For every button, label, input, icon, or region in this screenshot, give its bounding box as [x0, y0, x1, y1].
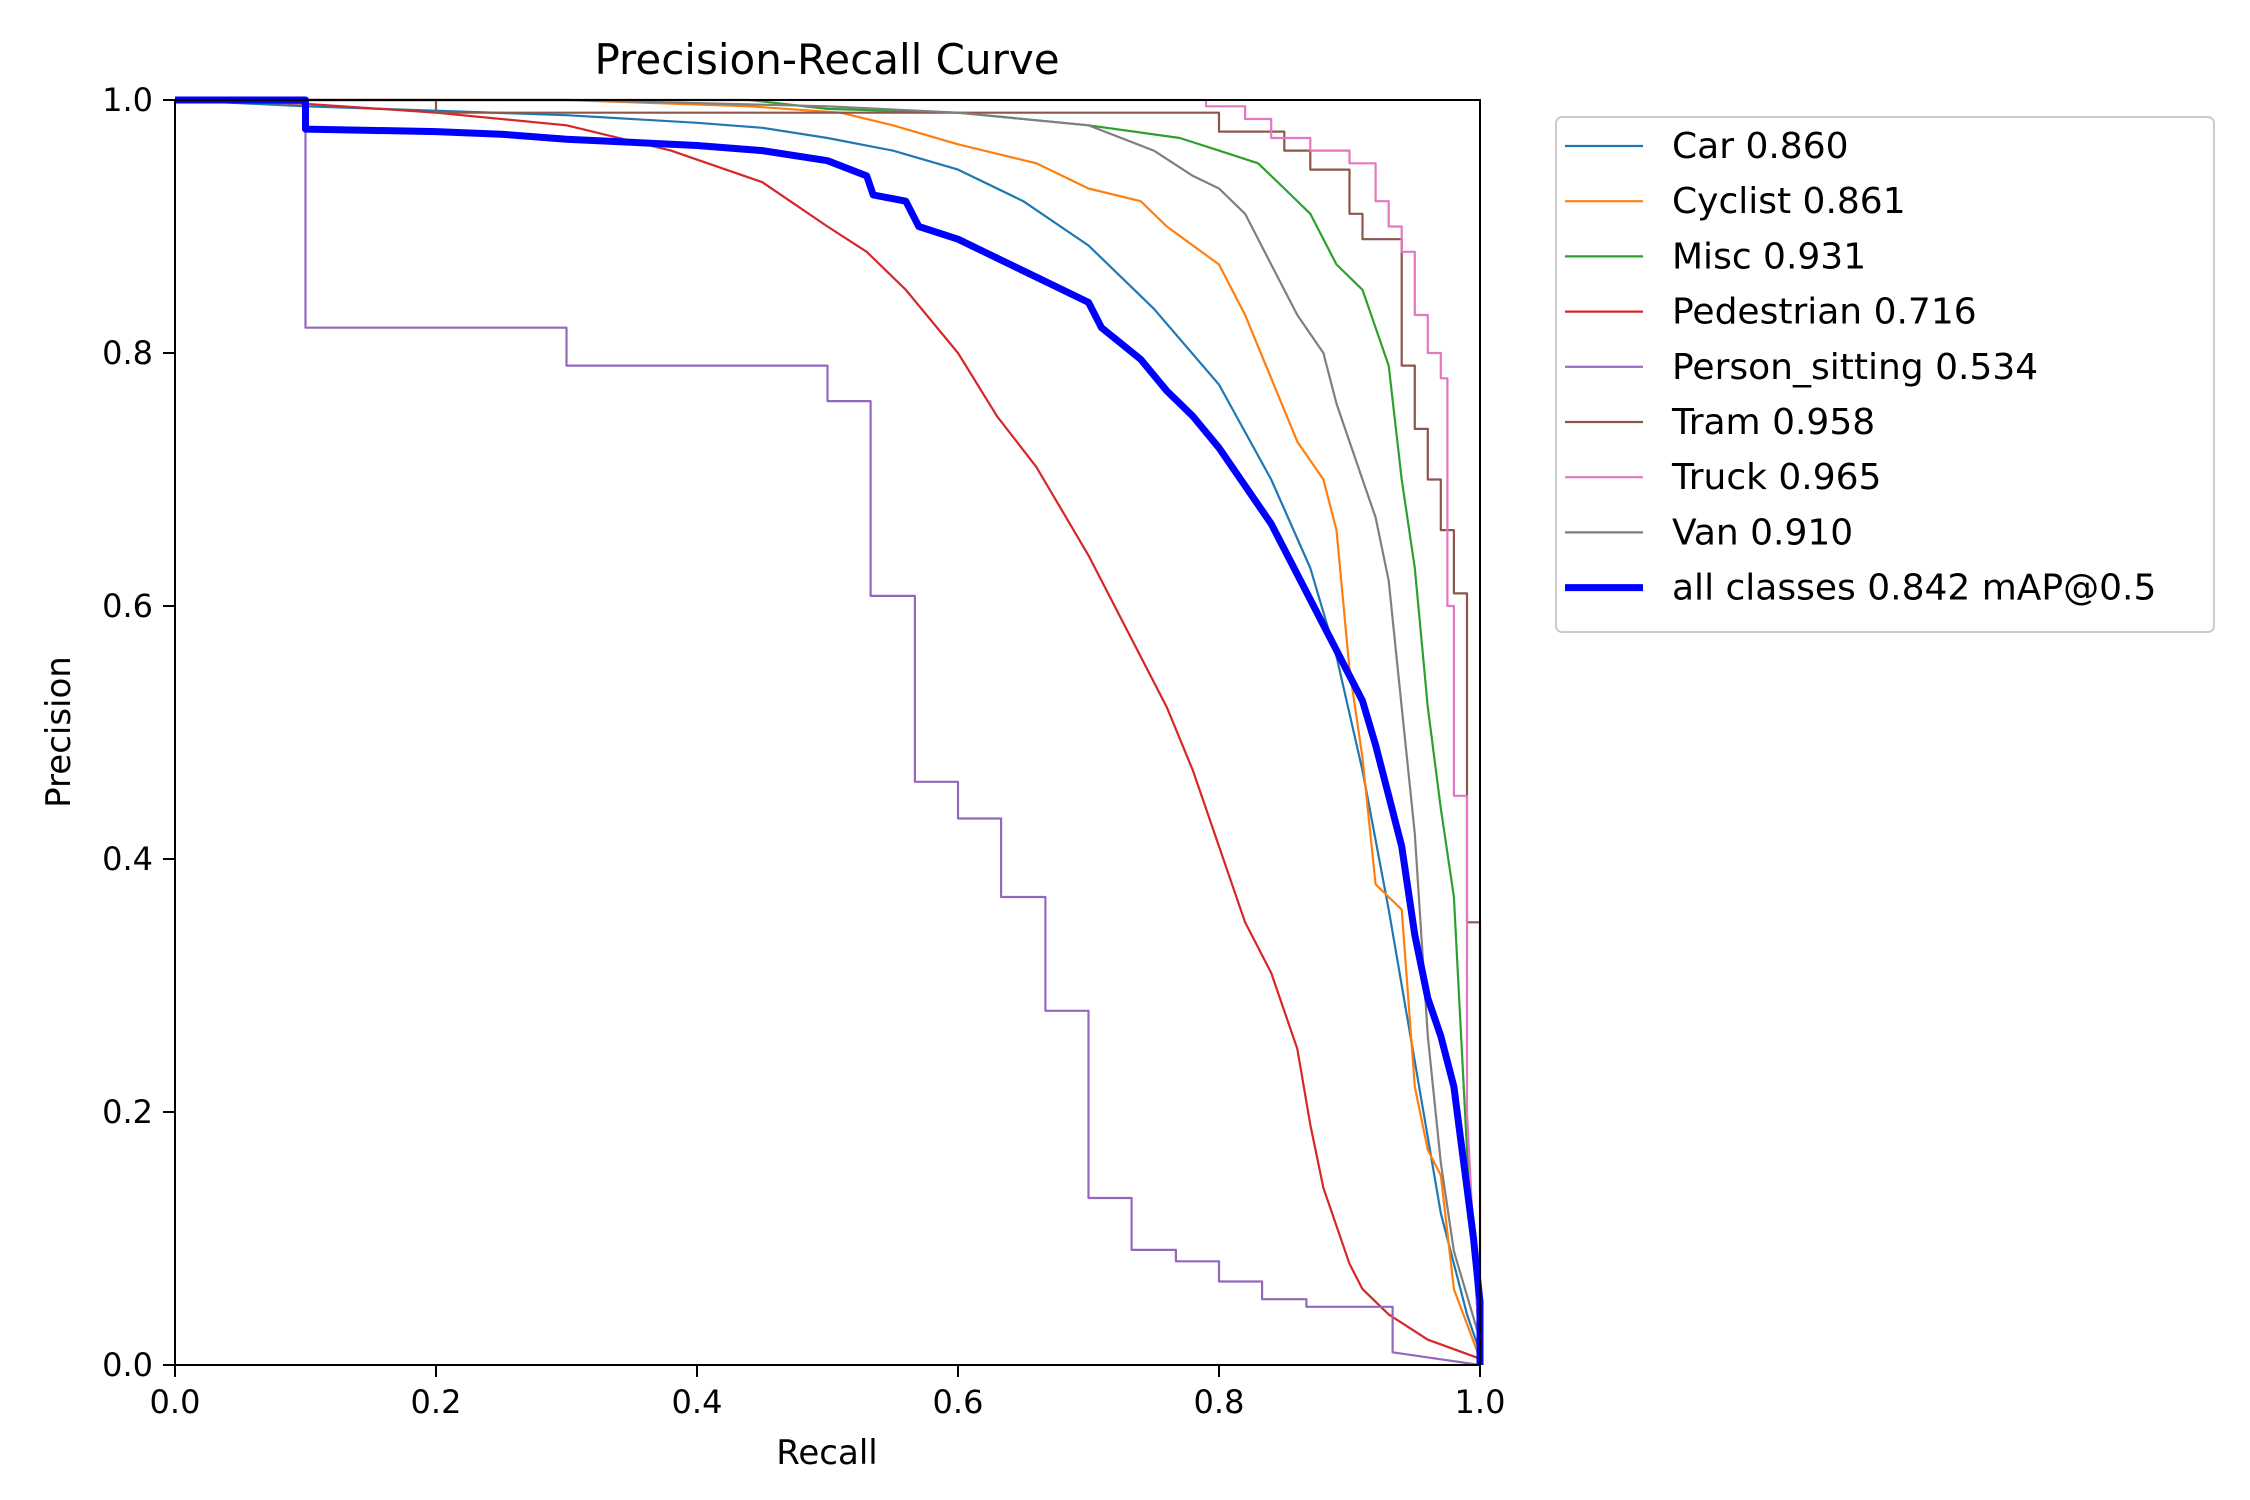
series-line-8	[175, 98, 1482, 1341]
legend-entry-label: Car 0.860	[1672, 126, 1849, 167]
x-tick-label: 0.8	[1194, 1383, 1245, 1421]
legend-entry-label: Misc 0.931	[1672, 236, 1866, 277]
legend-entry-label: all classes 0.842 mAP@0.5	[1672, 568, 2156, 609]
series-line-9	[175, 96, 1484, 1365]
x-tick-label: 0.4	[672, 1383, 723, 1421]
plot-frame	[174, 99, 1481, 1366]
x-tick-label: 0.0	[150, 1383, 201, 1421]
legend-frame	[1555, 116, 2215, 633]
legend-entry-label: Van 0.910	[1672, 512, 1853, 553]
series-line-2	[175, 98, 1482, 1360]
series-line-7	[175, 98, 1482, 1366]
y-tick-label: 1.0	[102, 81, 153, 119]
series-line-4	[174, 98, 1481, 1360]
legend-entry-label: Tram 0.958	[1671, 402, 1875, 443]
series-line-1	[174, 98, 1482, 1353]
x-tick-label: 1.0	[1455, 1383, 1506, 1421]
y-axis-label: Precision	[39, 656, 79, 808]
legend: Car 0.860 Cyclist 0.861 Misc 0.931 Pedestri…	[1555, 116, 2215, 633]
legend-entry-label: Truck 0.965	[1671, 457, 1881, 498]
x-axis: 0.0 0.2 0.4 0.6 0.8 1.0	[150, 1365, 1506, 1421]
y-tick-label: 0.8	[102, 334, 153, 372]
x-axis-label: Recall	[776, 1433, 877, 1473]
series-line-5	[175, 98, 1481, 1367]
y-axis: 0.0 0.2 0.4 0.6 0.8 1.0	[102, 81, 175, 1384]
series-layer	[174, 96, 1484, 1367]
legend-entry-label: Cyclist 0.861	[1672, 181, 1906, 222]
chart-title: Precision-Recall Curve	[594, 35, 1059, 84]
x-tick-label: 0.2	[411, 1383, 462, 1421]
y-tick-label: 0.4	[102, 840, 153, 878]
x-tick-label: 0.6	[933, 1383, 984, 1421]
y-tick-label: 0.2	[102, 1093, 153, 1131]
plot-area	[174, 96, 1484, 1367]
y-tick-label: 0.6	[102, 587, 153, 625]
y-tick-label: 0.0	[102, 1346, 153, 1384]
legend-entry-label: Person_sitting 0.534	[1672, 347, 2038, 388]
legend-entry-label: Pedestrian 0.716	[1672, 292, 1977, 333]
